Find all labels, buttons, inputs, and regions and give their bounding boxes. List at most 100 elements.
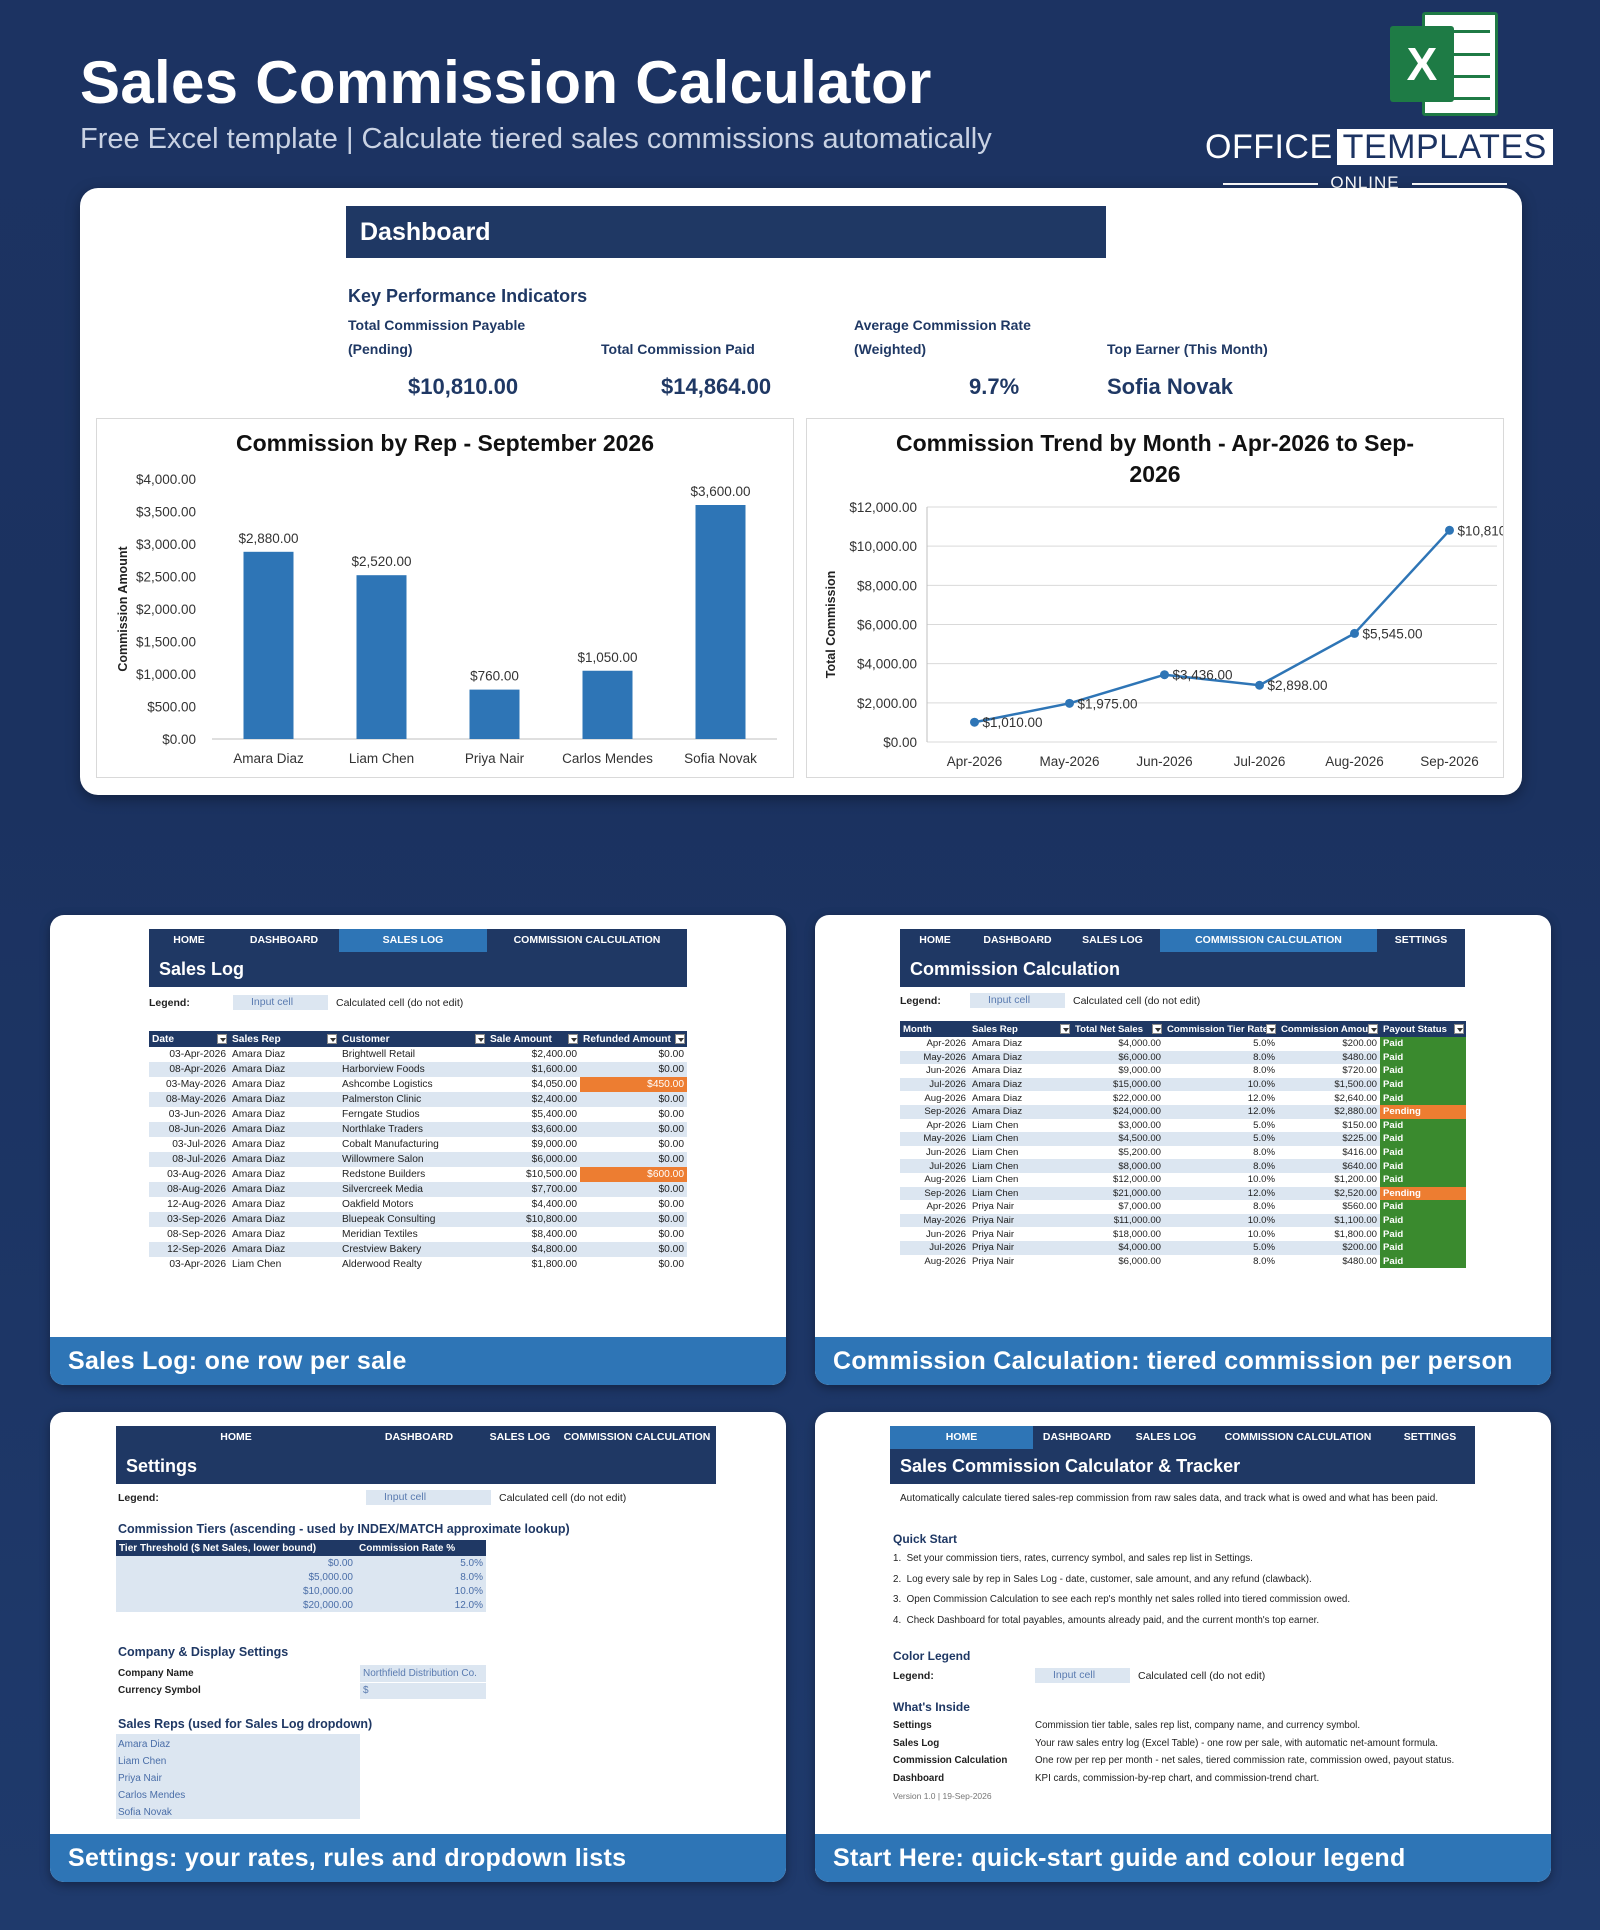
nav-dashboard[interactable]: DASHBOARD xyxy=(1042,1431,1112,1443)
cell-net-sales: $22,000.00 xyxy=(1112,1092,1161,1104)
col-refunded-amount[interactable]: Refunded Amount xyxy=(580,1031,687,1047)
nav-sales-log[interactable]: SALES LOG xyxy=(1082,934,1143,946)
cell-payout-status: Pending xyxy=(1380,1186,1466,1201)
kpi-label: Average Commission Rate (Weighted) xyxy=(854,317,1031,357)
cell-sale-amount: $10,800.00 xyxy=(487,1212,580,1227)
cell-sales-rep: Amara Diaz xyxy=(972,1065,1023,1077)
nav-home[interactable]: HOME xyxy=(890,1426,1033,1449)
nav-commission-calculation[interactable]: COMMISSION CALCULATION xyxy=(1160,929,1377,952)
cell-net-sales: $4,000.00 xyxy=(1072,1240,1164,1255)
filter-dropdown-icon[interactable] xyxy=(1152,1024,1162,1034)
cell-sales-rep: Amara Diaz xyxy=(229,1242,339,1257)
cell-month: Jun-2026 xyxy=(925,1065,966,1077)
cell-sales-rep: Liam Chen xyxy=(972,1147,1019,1159)
nav-dashboard[interactable]: DASHBOARD xyxy=(384,1431,454,1443)
col-sale-amount[interactable]: Sale Amount xyxy=(487,1031,580,1047)
nav-sales-log[interactable]: SALES LOG xyxy=(339,929,487,952)
nav-dashboard[interactable]: DASHBOARD xyxy=(249,934,319,946)
col-date[interactable]: Date xyxy=(149,1031,229,1047)
point-data-label: $1,010.00 xyxy=(983,715,1043,730)
col-sales-rep[interactable]: Sales Rep xyxy=(969,1021,1072,1037)
cell-net-sales: $6,000.00 xyxy=(1118,1255,1161,1267)
cell-customer: Meridian Textiles xyxy=(342,1229,418,1240)
excel-icon: X xyxy=(1390,12,1498,116)
col-commission-amount[interactable]: Commission Amount xyxy=(1278,1021,1380,1037)
cell-customer: Bluepeak Consulting xyxy=(339,1212,487,1227)
nav-home[interactable]: HOME xyxy=(919,934,951,946)
filter-dropdown-icon[interactable] xyxy=(217,1034,227,1044)
nav-commission-calculation[interactable]: COMMISSION CALCULATION xyxy=(563,1431,711,1443)
filter-dropdown-icon[interactable] xyxy=(1368,1024,1378,1034)
company-name-input[interactable]: Northfield Distribution Co. xyxy=(363,1668,477,1679)
cell-sales-rep: Amara Diaz xyxy=(229,1122,339,1137)
cell-sales-rep: Amara Diaz xyxy=(229,1062,339,1077)
cell-sales-rep: Amara Diaz xyxy=(232,1169,286,1180)
legend-calc-cell: Calculated cell (do not edit) xyxy=(336,996,464,1009)
commission-trend-chart: Commission Trend by Month - Apr-2026 to … xyxy=(824,430,1503,769)
cell-tier-threshold: $20,000.00 xyxy=(116,1598,356,1612)
nav-home[interactable]: HOME xyxy=(173,934,205,946)
cell-month: Sep-2026 xyxy=(900,1186,969,1201)
cell-sales-rep: Amara Diaz xyxy=(229,1152,339,1167)
table-row: $20,000.00 12.0% xyxy=(116,1598,486,1612)
rep-item[interactable]: Amara Diaz xyxy=(118,1739,171,1750)
x-tick-label: Amara Diaz xyxy=(233,751,304,766)
rep-item[interactable]: Sofia Novak xyxy=(118,1807,172,1818)
nav-settings[interactable]: SETTINGS xyxy=(1403,1431,1457,1443)
col-customer[interactable]: Customer xyxy=(339,1031,487,1047)
table-row: Aug-2026 Amara Diaz $22,000.00 12.0% $2,640.… xyxy=(900,1091,1466,1105)
nav-home[interactable]: HOME xyxy=(220,1431,252,1443)
cell-net-sales: $9,000.00 xyxy=(1118,1065,1161,1077)
filter-dropdown-icon[interactable] xyxy=(1266,1024,1276,1034)
cell-net-sales: $5,200.00 xyxy=(1118,1147,1161,1159)
cell-tier-rate: 12.0% xyxy=(1164,1186,1278,1201)
col-sales-rep[interactable]: Sales Rep xyxy=(229,1031,339,1047)
commission-calculation-card: HOME DASHBOARD SALES LOG COMMISSION CALC… xyxy=(815,915,1551,1385)
hero-subtitle: Free Excel template | Calculate tiered s… xyxy=(80,123,992,155)
whats-inside-desc: Commission tier table, sales rep list, c… xyxy=(1035,1720,1361,1731)
table-row: Jul-2026 Liam Chen $8,000.00 8.0% $640.00 Pai… xyxy=(900,1159,1466,1173)
rep-item[interactable]: Liam Chen xyxy=(118,1756,167,1767)
legend-calc-cell: Calculated cell (do not edit) xyxy=(1138,1669,1266,1682)
bar-data-label: $2,520.00 xyxy=(351,554,411,569)
cell-tier-rate: 8.0% xyxy=(1253,1147,1275,1159)
filter-dropdown-icon[interactable] xyxy=(327,1034,337,1044)
cell-refunded-amount: $0.00 xyxy=(580,1092,687,1107)
cell-sales-rep: Priya Nair xyxy=(969,1240,1072,1255)
filter-dropdown-icon[interactable] xyxy=(675,1034,685,1044)
rep-item[interactable]: Priya Nair xyxy=(118,1773,162,1784)
y-tick-label: $1,000.00 xyxy=(136,667,196,682)
nav-dashboard[interactable]: DASHBOARD xyxy=(983,934,1052,946)
bar-chart-container: Commission by Rep - September 2026 $0.00 $… xyxy=(96,418,794,778)
cell-commission-amount: $416.00 xyxy=(1342,1147,1377,1159)
col-payout-status[interactable]: Payout Status xyxy=(1380,1021,1466,1037)
filter-dropdown-icon[interactable] xyxy=(568,1034,578,1044)
cell-refunded-amount: $0.00 xyxy=(658,1109,685,1120)
cell-payout-status: Paid xyxy=(1380,1064,1466,1078)
cell-payout-status: Paid xyxy=(1380,1200,1466,1214)
col-net-sales[interactable]: Total Net Sales xyxy=(1072,1021,1164,1037)
reps-title: Sales Reps (used for Sales Log dropdown) xyxy=(118,1717,373,1731)
quick-start-step: 1. Set your commission tiers, rates, cur… xyxy=(893,1553,1253,1564)
col-tier-rate[interactable]: Commission Tier Rate xyxy=(1164,1021,1278,1037)
data-point xyxy=(1255,680,1264,690)
filter-dropdown-icon[interactable] xyxy=(1454,1024,1464,1034)
nav-settings[interactable]: SETTINGS xyxy=(1394,934,1448,946)
cell-sales-rep: Priya Nair xyxy=(972,1228,1015,1240)
nav-commission-calculation[interactable]: COMMISSION CALCULATION xyxy=(513,934,661,946)
reps-list: Amara Diaz Liam Chen Priya Nair Carlos Mend… xyxy=(118,1736,185,1821)
filter-dropdown-icon[interactable] xyxy=(475,1034,485,1044)
x-tick-label: Aug-2026 xyxy=(1325,754,1384,769)
filter-dropdown-icon[interactable] xyxy=(1060,1024,1070,1034)
quick-start-step: 2. Log every sale by rep in Sales Log - … xyxy=(893,1573,1312,1585)
cell-net-sales: $12,000.00 xyxy=(1112,1174,1161,1186)
quick-start-title: Quick Start xyxy=(893,1532,958,1546)
legend-input-cell: Input cell xyxy=(366,1490,491,1505)
nav-commission-calculation[interactable]: COMMISSION CALCULATION xyxy=(1224,1431,1372,1443)
col-month[interactable]: Month xyxy=(900,1021,969,1037)
nav-sales-log[interactable]: SALES LOG xyxy=(1135,1431,1197,1443)
rep-item[interactable]: Carlos Mendes xyxy=(118,1790,186,1801)
cell-tier-rate: 8.0% xyxy=(1164,1050,1278,1065)
currency-input[interactable]: $ xyxy=(363,1685,369,1696)
nav-sales-log[interactable]: SALES LOG xyxy=(489,1431,551,1443)
